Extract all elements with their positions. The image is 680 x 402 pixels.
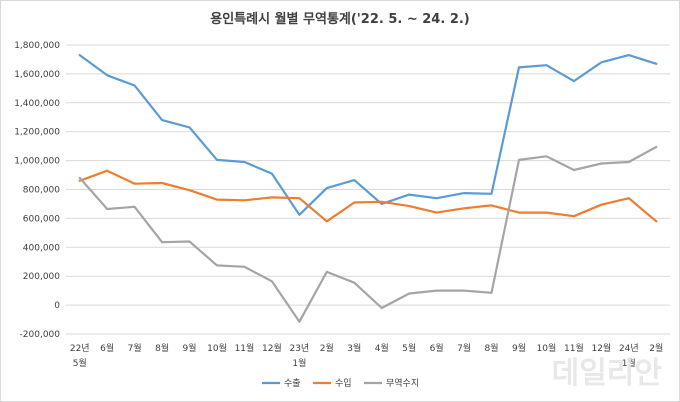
gridlines (66, 44, 670, 335)
y-tick-label: -200,000 (20, 330, 61, 340)
x-tick-label: 12월 (591, 342, 611, 354)
x-tick-label: 2월 (649, 342, 663, 354)
x-tick-label: 5월 (402, 342, 416, 354)
x-tick-label: 11월 (564, 342, 584, 354)
series-line (78, 169, 658, 223)
x-tick-label: 6월 (430, 342, 444, 354)
series-line (78, 53, 658, 216)
x-tick-label: 12월 (262, 342, 282, 354)
x-tick-label: 4월 (375, 342, 389, 354)
x-tick-label: 10월 (537, 342, 557, 354)
legend-label: 수출 (284, 378, 301, 389)
y-tick-label: 200,000 (23, 272, 60, 282)
y-tick-label: 1,000,000 (14, 157, 60, 167)
y-tick-label: 400,000 (23, 243, 60, 253)
x-tick-label: 1월 (622, 357, 636, 369)
y-tick-label: 1,600,000 (14, 70, 60, 80)
x-tick-label: 9월 (512, 342, 526, 354)
watermark-logo: 데일리안 (552, 356, 663, 391)
y-tick-label: 1,400,000 (14, 99, 60, 109)
x-tick-label: 9월 (183, 342, 197, 354)
legend: 수출 수입 무역수지 (262, 377, 419, 389)
legend-label: 수입 (335, 377, 352, 389)
x-tick-label: 10월 (207, 342, 227, 354)
x-tick-label: 6월 (100, 342, 114, 354)
y-tick-label: 0 (54, 301, 60, 311)
x-tick-label: 7월 (128, 342, 142, 354)
x-tick-label: 24년 (619, 343, 639, 354)
y-tick-label: 600,000 (23, 214, 60, 224)
y-tick-label: 800,000 (23, 186, 60, 196)
x-tick-label: 5월 (73, 357, 87, 369)
x-tick-label: 3월 (347, 342, 361, 354)
x-tick-label: 2월 (320, 342, 334, 354)
legend-label: 무역수지 (386, 378, 419, 389)
x-tick-label: 22년 (70, 343, 90, 354)
x-tick-label: 8월 (485, 342, 499, 354)
x-tick-label: 7월 (457, 342, 471, 354)
series-line (78, 145, 658, 323)
x-axis-ticks: 22년 5월 6월 7월 8월 9월 10월 11월 12월 23년 1월 2월 3월 4월 5월 6월 7월 8… (70, 342, 663, 369)
series-lines (78, 53, 658, 323)
x-tick-label: 1월 (292, 357, 306, 369)
x-tick-label: 11월 (235, 342, 255, 354)
y-tick-label: 1,800,000 (14, 41, 60, 51)
y-axis-ticks: -200,000 0 200,000 400,000 600,000 800,000 1,0… (14, 41, 60, 340)
x-tick-label: 8월 (155, 342, 169, 354)
chart-title: 용인특례시 월별 무역통계('22. 5. ~ 24. 2.) (210, 11, 470, 27)
x-tick-label: 23년 (289, 343, 309, 354)
y-tick-label: 1,200,000 (14, 128, 60, 138)
